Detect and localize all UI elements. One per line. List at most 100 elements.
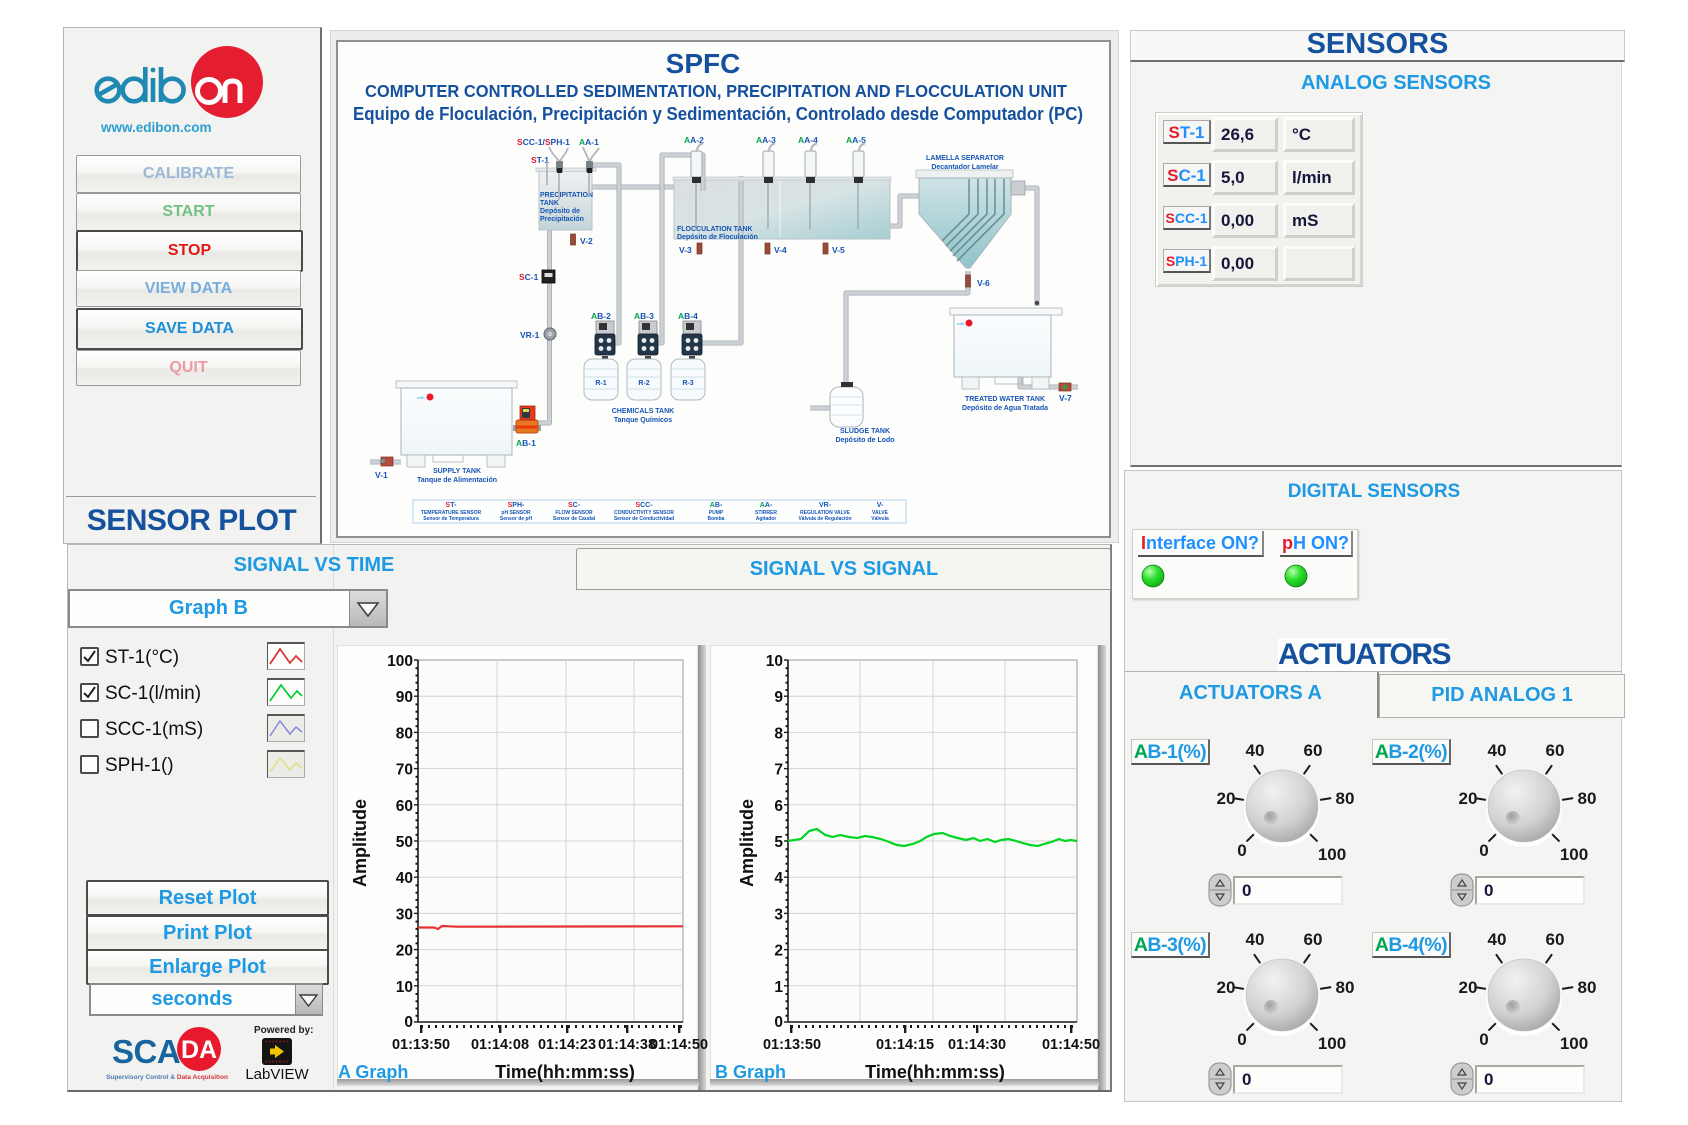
svg-text:Equipo de Floculación, Precipi: Equipo de Floculación, Precipitación y S… <box>353 104 1083 124</box>
svg-text:Depósito de Agua Tratada: Depósito de Agua Tratada <box>962 405 1048 412</box>
svg-text:SPFC: SPFC <box>666 48 741 79</box>
svg-text:AB-4: AB-4 <box>678 311 698 321</box>
svg-text:AB-1: AB-1 <box>516 438 536 448</box>
svg-text:PUMP: PUMP <box>709 510 724 516</box>
svg-text:01:14:38: 01:14:38 <box>598 1037 656 1053</box>
svg-text:10: 10 <box>766 653 783 670</box>
svg-text:90: 90 <box>396 689 413 706</box>
svg-text:PRECIPITATION: PRECIPITATION <box>540 192 593 199</box>
svg-text:V-5: V-5 <box>832 245 845 255</box>
svg-text:AA-4: AA-4 <box>798 135 818 145</box>
svg-text:AA-1: AA-1 <box>579 137 599 147</box>
svg-text:V-: V- <box>877 502 884 509</box>
svg-text:V-2: V-2 <box>580 236 593 246</box>
svg-text:Tanque de Alimentación: Tanque de Alimentación <box>417 477 497 484</box>
svg-text:AA-2: AA-2 <box>684 135 704 145</box>
svg-text:Sensor de Caudal: Sensor de Caudal <box>553 516 596 522</box>
svg-text:COMPUTER CONTROLLED SEDIMENTAT: COMPUTER CONTROLLED SEDIMENTATION, PRECI… <box>365 81 1067 101</box>
svg-text:0: 0 <box>404 1014 413 1031</box>
svg-text:SCC-1/SPH-1: SCC-1/SPH-1 <box>517 137 570 147</box>
svg-text:CONDUCTIVITY SENSOR: CONDUCTIVITY SENSOR <box>614 510 674 516</box>
svg-text:01:14:23: 01:14:23 <box>538 1037 596 1053</box>
svg-text:V-6: V-6 <box>977 278 990 288</box>
svg-text:R-2: R-2 <box>638 380 649 387</box>
svg-text:Time(hh:mm:ss): Time(hh:mm:ss) <box>495 1062 635 1082</box>
svg-text:70: 70 <box>396 762 413 779</box>
svg-text:01:14:15: 01:14:15 <box>876 1037 934 1053</box>
svg-text:Válvula: Válvula <box>871 516 889 522</box>
svg-text:01:13:50: 01:13:50 <box>392 1037 450 1053</box>
svg-text:60: 60 <box>396 798 413 815</box>
svg-text:30: 30 <box>396 906 413 923</box>
svg-text:TANK: TANK <box>540 200 559 207</box>
svg-text:SPH-: SPH- <box>508 502 525 509</box>
svg-text:SCC-: SCC- <box>635 502 653 509</box>
svg-text:5: 5 <box>774 834 783 851</box>
svg-text:edib: edib <box>957 321 965 326</box>
svg-text:Depósito de Lodo: Depósito de Lodo <box>835 437 894 444</box>
svg-text:B Graph: B Graph <box>715 1062 786 1082</box>
svg-text:50: 50 <box>396 834 413 851</box>
svg-text:4: 4 <box>774 870 783 887</box>
svg-text:01:14:30: 01:14:30 <box>948 1037 1006 1053</box>
svg-text:CHEMICALS TANK: CHEMICALS TANK <box>612 408 674 415</box>
svg-text:REGULATION VALVE: REGULATION VALVE <box>800 510 851 516</box>
svg-text:VR-1: VR-1 <box>520 330 540 340</box>
svg-text:AA-5: AA-5 <box>846 135 866 145</box>
svg-text:0: 0 <box>774 1014 783 1031</box>
svg-text:Decantador Lamelar: Decantador Lamelar <box>931 164 999 171</box>
svg-text:pH SENSOR: pH SENSOR <box>501 510 531 516</box>
svg-text:AB-3: AB-3 <box>634 311 654 321</box>
svg-text:TREATED WATER TANK: TREATED WATER TANK <box>965 396 1045 403</box>
svg-text:ST-: ST- <box>446 502 458 509</box>
svg-text:SLUDGE TANK: SLUDGE TANK <box>840 428 890 435</box>
svg-text:6: 6 <box>774 798 783 815</box>
svg-text:Depósito de: Depósito de <box>540 208 580 215</box>
svg-text:ST-1: ST-1 <box>531 155 549 165</box>
svg-text:Sensor de Temperatura: Sensor de Temperatura <box>423 516 479 522</box>
svg-text:Bomba: Bomba <box>708 516 725 522</box>
svg-text:A Graph: A Graph <box>338 1062 408 1082</box>
svg-text:VALVE: VALVE <box>872 510 889 516</box>
svg-text:Amplitude: Amplitude <box>350 799 370 887</box>
svg-text:DA: DA <box>181 1036 217 1064</box>
svg-text:Válvula de Regulación: Válvula de Regulación <box>798 516 851 522</box>
svg-text:Depósito de Floculación: Depósito de Floculación <box>677 234 758 241</box>
svg-text:10: 10 <box>396 979 413 996</box>
svg-text:V-1: V-1 <box>375 470 388 480</box>
svg-text:Precipitación: Precipitación <box>540 216 584 223</box>
svg-text:AB-2: AB-2 <box>591 311 611 321</box>
svg-text:40: 40 <box>396 870 413 887</box>
svg-text:9: 9 <box>774 689 783 706</box>
svg-text:AA-3: AA-3 <box>756 135 776 145</box>
svg-text:80: 80 <box>396 725 413 742</box>
svg-text:LAMELLA SEPARATOR: LAMELLA SEPARATOR <box>926 155 1004 162</box>
svg-text:SC-1: SC-1 <box>519 272 539 282</box>
svg-text:FLOCCULATION TANK: FLOCCULATION TANK <box>677 226 753 233</box>
svg-text:01:13:50: 01:13:50 <box>763 1037 821 1053</box>
svg-text:20: 20 <box>396 943 413 960</box>
svg-text:edib: edib <box>417 395 425 400</box>
svg-text:Agitador: Agitador <box>756 516 777 522</box>
svg-text:AA-: AA- <box>760 502 773 509</box>
svg-text:V-7: V-7 <box>1059 393 1072 403</box>
svg-text:Sensor de pH: Sensor de pH <box>500 516 533 522</box>
svg-text:Amplitude: Amplitude <box>737 799 757 887</box>
svg-text:Sensor de Conductividad: Sensor de Conductividad <box>614 516 674 522</box>
svg-text:1: 1 <box>774 979 783 996</box>
svg-text:3: 3 <box>774 906 783 923</box>
svg-text:8: 8 <box>774 725 783 742</box>
svg-text:2: 2 <box>774 943 783 960</box>
svg-text:R-1: R-1 <box>595 380 606 387</box>
svg-text:SUPPLY TANK: SUPPLY TANK <box>433 468 481 475</box>
svg-text:FLOW SENSOR: FLOW SENSOR <box>555 510 593 516</box>
svg-text:V-4: V-4 <box>774 245 787 255</box>
svg-text:R-3: R-3 <box>682 380 693 387</box>
svg-text:100: 100 <box>387 653 413 670</box>
svg-text:www.edibon.com: www.edibon.com <box>100 120 212 135</box>
svg-text:VR-: VR- <box>819 502 832 509</box>
svg-text:Tanque Químicos: Tanque Químicos <box>614 417 672 424</box>
svg-text:01:14:08: 01:14:08 <box>471 1037 529 1053</box>
svg-text:01:14:50: 01:14:50 <box>1042 1037 1100 1053</box>
svg-text:SC-: SC- <box>568 502 581 509</box>
